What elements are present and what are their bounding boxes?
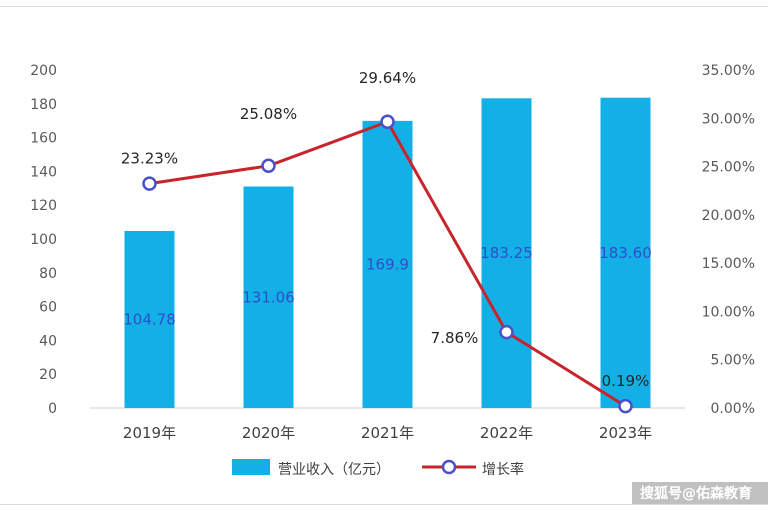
bar-series bbox=[124, 97, 651, 409]
left-axis-tick-label: 100 bbox=[30, 232, 57, 248]
left-axis: 0 20 40 60 80 100 120 140 160 180 200 bbox=[30, 63, 57, 417]
left-axis-tick-label: 200 bbox=[30, 63, 57, 79]
bar bbox=[481, 98, 532, 409]
left-axis-tick-label: 20 bbox=[39, 367, 57, 383]
legend: 营业收入（亿元） 增长率 bbox=[232, 459, 524, 478]
legend-line-marker bbox=[441, 459, 457, 475]
bar bbox=[243, 186, 294, 408]
left-axis-tick-label: 120 bbox=[30, 198, 57, 214]
bar-value-label: 183.60 bbox=[599, 244, 652, 262]
growth-rate-label: 0.19% bbox=[602, 372, 650, 390]
right-axis-tick-label: 15.00% bbox=[702, 256, 755, 272]
left-axis-tick-label: 140 bbox=[30, 164, 57, 180]
bar-value-label: 169.9 bbox=[366, 255, 409, 273]
top-border-line bbox=[0, 6, 768, 7]
line-series bbox=[142, 114, 633, 414]
left-axis-tick-label: 60 bbox=[39, 300, 57, 316]
watermark-background bbox=[632, 482, 768, 504]
right-axis-tick-label: 10.00% bbox=[702, 304, 755, 320]
growth-rate-point bbox=[142, 176, 157, 191]
bar bbox=[600, 97, 651, 408]
bar-labels: 104.78 131.06 169.9 183.25 183.60 bbox=[123, 244, 652, 329]
bottom-border-line bbox=[0, 504, 768, 505]
growth-rate-point bbox=[380, 114, 395, 130]
growth-rate-label: 23.23% bbox=[121, 150, 178, 168]
left-axis-tick-label: 0 bbox=[48, 401, 57, 417]
growth-rate-point bbox=[261, 158, 276, 174]
right-axis-tick-label: 35.00% bbox=[702, 63, 755, 79]
legend-bar-swatch bbox=[232, 459, 270, 475]
growth-rate-label: 29.64% bbox=[359, 69, 416, 87]
x-axis-tick-label: 2021年 bbox=[361, 424, 414, 442]
bar-value-label: 183.25 bbox=[480, 244, 533, 262]
x-axis-tick-label: 2022年 bbox=[480, 424, 533, 442]
x-axis-tick-label: 2020年 bbox=[242, 424, 295, 442]
x-axis-ticks: 2019年 2020年 2021年 2022年 2023年 bbox=[123, 424, 652, 442]
bar-value-label: 131.06 bbox=[242, 288, 295, 306]
left-axis-tick-label: 40 bbox=[39, 333, 57, 349]
left-axis-tick-label: 160 bbox=[30, 131, 57, 147]
bar bbox=[362, 120, 413, 408]
right-axis-tick-label: 25.00% bbox=[702, 160, 755, 176]
watermark-text: 搜狐号@佑森教育 bbox=[640, 485, 752, 502]
growth-rate-label: 25.08% bbox=[240, 105, 297, 123]
x-axis-tick-label: 2019年 bbox=[123, 424, 176, 442]
bar bbox=[124, 230, 175, 408]
growth-rate-point bbox=[499, 324, 514, 340]
legend-line-label: 增长率 bbox=[482, 461, 524, 478]
right-axis-tick-label: 20.00% bbox=[702, 208, 755, 224]
growth-rate-label: 7.86% bbox=[431, 329, 479, 347]
line-labels: 23.23% 25.08% 29.64% 7.86% 0.19% bbox=[121, 69, 649, 390]
legend-bar-label: 营业收入（亿元） bbox=[278, 462, 390, 478]
right-axis-tick-label: 0.00% bbox=[711, 401, 755, 417]
left-axis-tick-label: 80 bbox=[39, 266, 57, 282]
bar-value-label: 104.78 bbox=[123, 310, 176, 328]
watermark: 搜狐号@佑森教育 bbox=[632, 482, 768, 504]
right-axis-tick-label: 5.00% bbox=[711, 353, 755, 369]
right-axis: 0.00% 5.00% 10.00% 15.00% 20.00% 25.00% 30.00%… bbox=[702, 63, 755, 417]
left-axis-tick-label: 180 bbox=[30, 97, 57, 113]
right-axis-tick-label: 30.00% bbox=[702, 111, 755, 127]
growth-rate-point bbox=[618, 398, 633, 414]
x-axis-tick-label: 2023年 bbox=[599, 424, 652, 442]
